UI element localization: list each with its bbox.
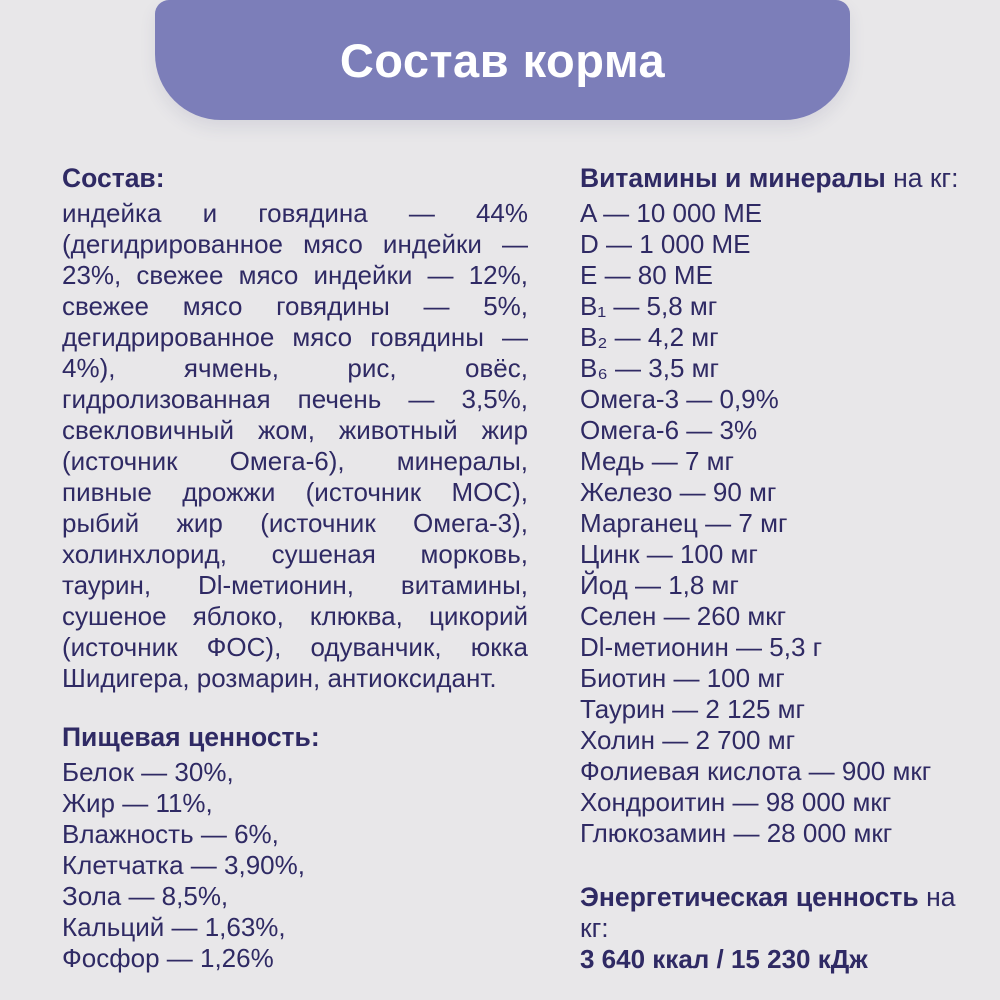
- vitamin-item: Селен — 260 мкг: [580, 601, 787, 631]
- nutrition-item: Кальций — 1,63%,: [62, 912, 286, 942]
- nutrition-list: Белок — 30%, Жир — 11%, Влажность — 6%, Кле…: [62, 757, 528, 974]
- vitamin-item: Глюкозамин — 28 000 мкг: [580, 818, 893, 848]
- page-title: Состав корма: [339, 33, 666, 87]
- energy-block: Энергетическая ценность на кг: 3 640 кка…: [580, 882, 970, 975]
- nutrition-item: Фосфор — 1,26%: [62, 943, 274, 973]
- left-column: Состав: индейка и говядина — 44% (дегидр…: [62, 163, 528, 974]
- nutrition-item: Зола — 8,5%,: [62, 881, 229, 911]
- vitamin-item: Омега-6 — 3%: [580, 415, 758, 445]
- nutrition-item: Жир — 11%,: [62, 788, 213, 818]
- vitamin-item: Dl-метионин — 5,3 г: [580, 632, 823, 662]
- energy-value: 3 640 ккал / 15 230 кДж: [580, 944, 868, 974]
- nutrition-item: Влажность — 6%,: [62, 819, 279, 849]
- vitamin-item: A — 10 000 МЕ: [580, 198, 763, 228]
- vitamin-item: Биотин — 100 мг: [580, 663, 785, 693]
- composition-body: индейка и говядина — 44% (дегидрированно…: [62, 198, 528, 693]
- vitamin-item: Йод — 1,8 мг: [580, 570, 739, 600]
- vitamin-item: Холин — 2 700 мг: [580, 725, 796, 755]
- nutrition-block: Пищевая ценность: Белок — 30%, Жир — 11%,…: [62, 722, 528, 974]
- nutrition-item: Белок — 30%,: [62, 757, 234, 787]
- energy-heading: Энергетическая ценность на кг:: [580, 882, 970, 944]
- composition-heading: Состав:: [62, 163, 165, 193]
- vitamin-item: Марганец — 7 мг: [580, 508, 788, 538]
- vitamins-heading: Витамины и минералы на кг:: [580, 163, 970, 194]
- vitamins-heading-unit: на кг:: [885, 163, 959, 193]
- energy-heading-unit: на кг:: [580, 882, 956, 943]
- vitamin-item: Медь — 7 мг: [580, 446, 735, 476]
- vitamin-item: D — 1 000 МЕ: [580, 229, 751, 259]
- right-column: Витамины и минералы на кг: A — 10 000 МЕ…: [580, 163, 970, 975]
- vitamin-item: Омега-3 — 0,9%: [580, 384, 779, 414]
- vitamin-item: Фолиевая кислота — 900 мкг: [580, 756, 932, 786]
- vitamin-item: E — 80 МЕ: [580, 260, 713, 290]
- vitamins-heading-bold: Витамины и минералы: [580, 163, 886, 193]
- vitamin-item: Хондроитин — 98 000 мкг: [580, 787, 892, 817]
- header-banner: Состав корма: [155, 0, 850, 120]
- vitamin-item: Таурин — 2 125 мг: [580, 694, 806, 724]
- vitamin-item: B₁ — 5,8 мг: [580, 291, 718, 321]
- nutrition-item: Клетчатка — 3,90%,: [62, 850, 305, 880]
- vitamins-list: A — 10 000 МЕ D — 1 000 МЕ E — 80 МЕ B₁ — 5…: [580, 198, 970, 849]
- nutrition-heading: Пищевая ценность:: [62, 722, 320, 752]
- vitamin-item: B₆ — 3,5 мг: [580, 353, 720, 383]
- vitamin-item: Железо — 90 мг: [580, 477, 777, 507]
- vitamin-item: Цинк — 100 мг: [580, 539, 758, 569]
- energy-heading-bold: Энергетическая ценность: [580, 882, 919, 912]
- vitamin-item: B₂ — 4,2 мг: [580, 322, 719, 352]
